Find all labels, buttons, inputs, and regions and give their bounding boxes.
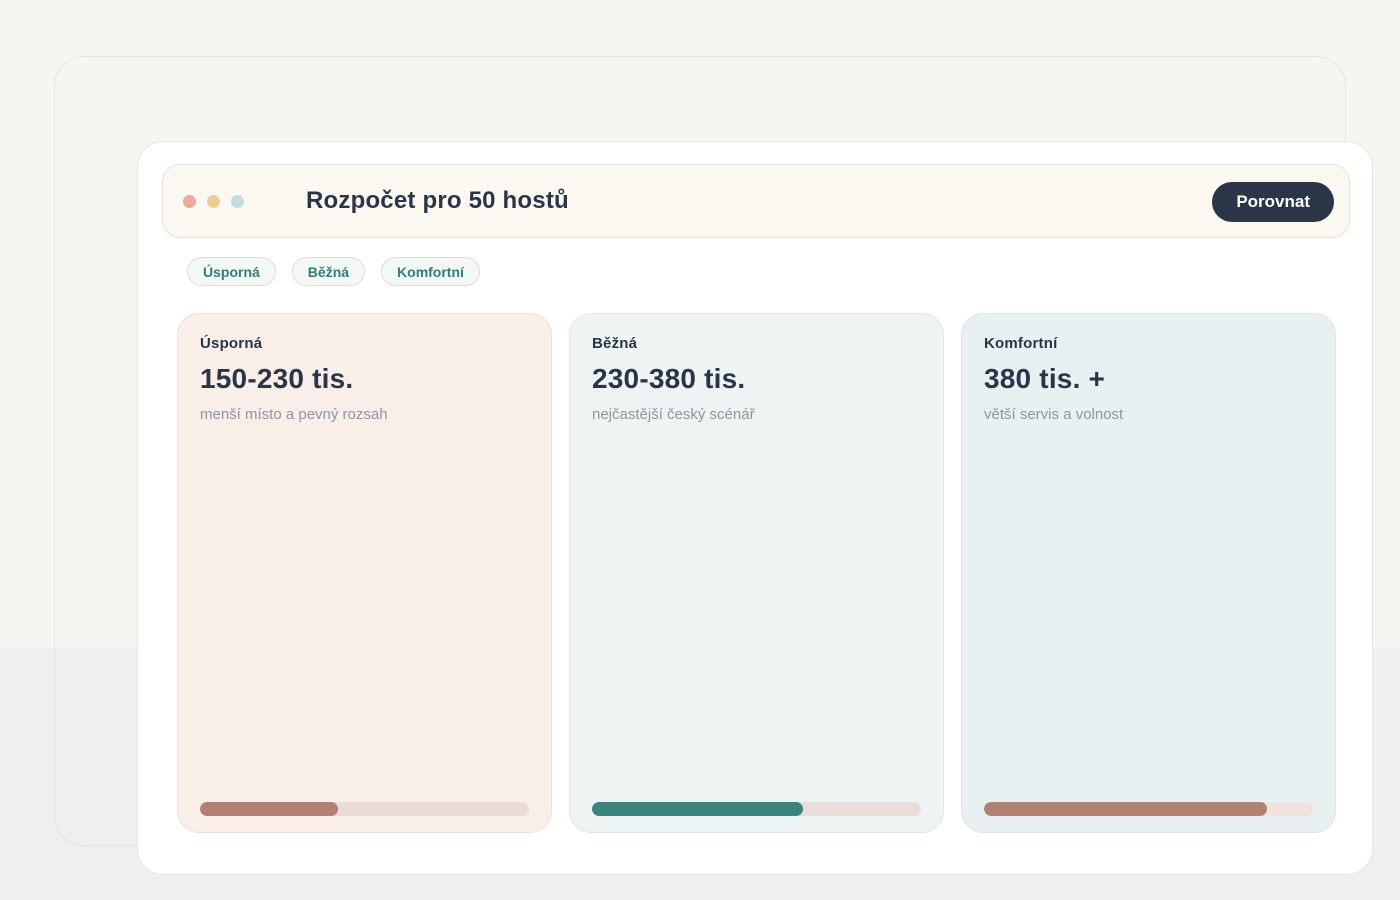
tier-price-range: 150-230 tis. [200,363,354,394]
progress-fill [592,802,803,816]
tier-card-komfortni: Komfortní 380 tis. + větší servis a voln… [961,313,1336,833]
window-dots [183,194,244,208]
tier-price-range: 380 tis. + [984,363,1106,394]
sand-dot-icon [207,194,220,208]
progress-track [200,802,529,816]
blue-dot-icon [231,194,244,208]
filter-chip-bezna[interactable]: Běžná [291,257,366,286]
tier-description: menší místo a pevný rozsah [200,406,388,423]
compare-button[interactable]: Porovnat [1212,182,1334,222]
tier-name: Běžná [592,335,638,352]
panel-header: Rozpočet pro 50 hostů Porovnat [162,164,1350,238]
tier-card-bezna: Běžná 230-380 tis. nejčastější český scé… [569,313,944,833]
filter-chip-usporna[interactable]: Úsporná [187,257,276,286]
tier-description: větší servis a volnost [984,406,1124,423]
progress-track [984,802,1313,816]
progress-fill [984,802,1267,816]
progress-fill [200,802,339,816]
outer-frame: Rozpočet pro 50 hostů Porovnat Úsporná B… [54,56,1373,875]
tier-card-usporna: Úsporná 150-230 tis. menší místo a pevný… [177,313,552,833]
tier-name: Komfortní [984,335,1058,352]
budget-panel: Rozpočet pro 50 hostů Porovnat Úsporná B… [137,141,1373,875]
progress-track [592,802,921,816]
pink-dot-icon [183,194,196,208]
filter-chip-komfortni[interactable]: Komfortní [381,257,480,286]
tier-name: Úsporná [200,335,263,352]
tier-price-range: 230-380 tis. [592,363,746,394]
filter-chips: Úsporná Běžná Komfortní [187,257,480,286]
page-title: Rozpočet pro 50 hostů [306,187,569,214]
tier-description: nejčastější český scénář [592,406,755,423]
tier-cards: Úsporná 150-230 tis. menší místo a pevný… [177,313,1336,833]
